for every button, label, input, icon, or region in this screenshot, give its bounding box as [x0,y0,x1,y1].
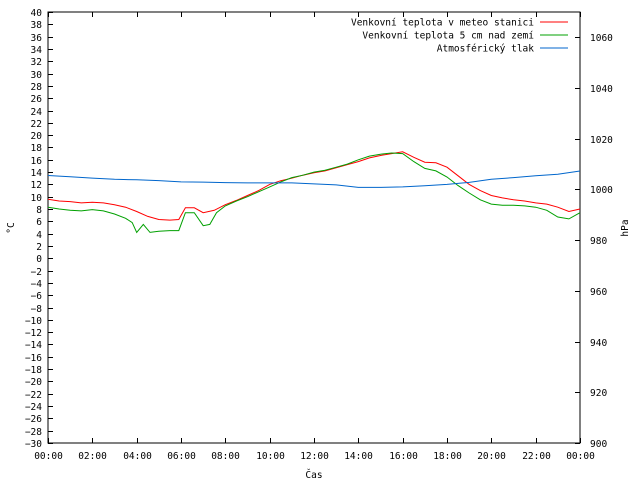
y2-tick-label: 900 [590,439,607,450]
y-tick-label: −16 [25,353,42,364]
y2-tick-label: 1060 [590,33,613,44]
y-tick-label: 18 [31,143,43,154]
y-tick-label: 0 [36,254,42,265]
y-tick-label: −30 [25,439,42,450]
x-tick-label: 02:00 [78,451,107,462]
x-tick-label: 22:00 [522,451,551,462]
y-axis-ticks: 4038363432302826242220181614121086420−2−… [25,8,53,450]
y2-tick-label: 980 [590,236,607,247]
y-tick-label: −22 [25,390,42,401]
y2-tick-label: 920 [590,388,607,399]
y-tick-label: 12 [31,180,42,191]
plot-frame [47,11,581,444]
legend: Venkovní teplota v meteo stanici Venkovní… [351,18,568,55]
y-tick-label: −4 [31,279,43,290]
y-tick-label: 40 [31,8,43,19]
legend-label-2: Atmosférický tlak [437,44,535,55]
y-tick-label: −2 [31,267,42,278]
y-tick-label: 8 [36,205,42,216]
y-tick-label: −6 [31,291,43,302]
y-tick-label: 36 [31,33,43,44]
y2-axis-ticks: 1060 1040 1020 1000 980 960 940 920 900 [575,33,613,450]
y-tick-label: 38 [31,20,43,31]
x-tick-label: 00:00 [566,451,595,462]
y-tick-label: 10 [31,193,43,204]
series-layer [47,151,581,234]
y2-axis-label: hPa [620,219,631,236]
x-tick-label: 00:00 [34,451,63,462]
y2-tick-label: 1020 [590,135,613,146]
legend-label-0: Venkovní teplota v meteo stanici [351,18,534,29]
y-tick-label: −20 [25,377,42,388]
y-tick-label: 24 [31,107,43,118]
series-line-2 [47,170,581,188]
y-tick-label: 14 [31,168,43,179]
y-tick-label: 4 [36,230,42,241]
x-tick-label: 12:00 [300,451,329,462]
y-tick-label: −8 [31,304,43,315]
series-line-0 [47,151,581,221]
y-tick-label: 20 [31,131,43,142]
y-tick-label: −12 [25,328,42,339]
y-tick-label: 6 [36,217,42,228]
y-tick-label: −10 [25,316,42,327]
y2-tick-label: 940 [590,338,607,349]
y-tick-label: 34 [31,45,43,56]
x-tick-label: 08:00 [211,451,240,462]
y2-tick-label: 1040 [590,84,613,95]
y-tick-label: −26 [25,414,42,425]
y-tick-label: 16 [31,156,43,167]
y2-tick-label: 960 [590,287,607,298]
y-tick-label: −18 [25,365,42,376]
y-tick-label: 2 [36,242,42,253]
y-tick-label: 26 [31,94,43,105]
series-line-1 [47,152,581,234]
y2-tick-label: 1000 [590,185,613,196]
x-axis-ticks: 00:00 02:00 04:00 06:00 08:00 10:00 12:00 14:00… [34,12,595,462]
plot-border [47,11,581,444]
y-tick-label: −28 [25,427,42,438]
x-tick-label: 04:00 [123,451,152,462]
y-tick-label: 28 [31,82,43,93]
y-tick-label: 30 [31,70,43,81]
x-tick-label: 20:00 [477,451,506,462]
y-axis-label: °C [6,222,17,233]
legend-label-1: Venkovní teplota 5 cm nad zemí [362,31,534,42]
y-tick-label: 32 [31,57,42,68]
x-tick-label: 06:00 [167,451,196,462]
x-axis-label: Čas [305,469,322,480]
x-tick-label: 16:00 [389,451,418,462]
y-tick-label: 22 [31,119,42,130]
x-tick-label: 10:00 [256,451,285,462]
y-tick-label: −14 [25,340,42,351]
x-tick-label: 18:00 [433,451,462,462]
y-tick-label: −24 [25,402,42,413]
x-tick-label: 14:00 [344,451,373,462]
